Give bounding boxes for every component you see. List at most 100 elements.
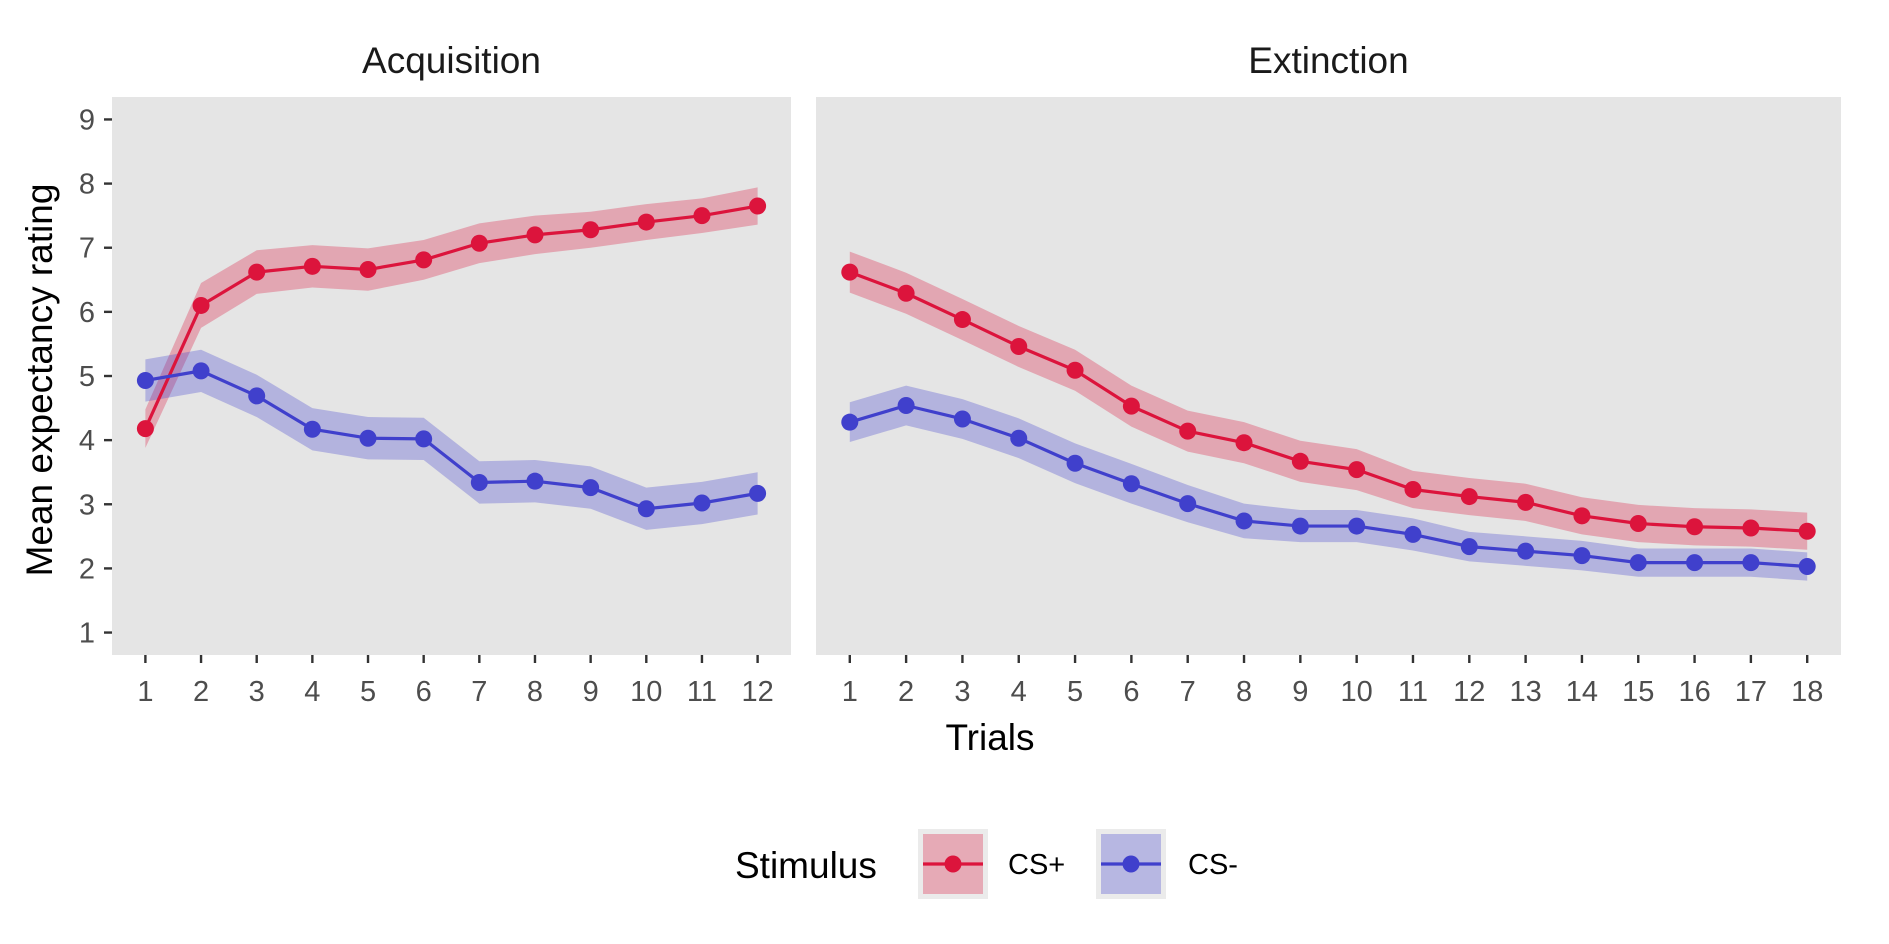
point-cs-plus (303, 257, 321, 275)
point-cs-minus (136, 371, 154, 389)
point-cs-minus (1010, 429, 1028, 447)
y-tick-label: 3 (79, 489, 95, 521)
point-cs-minus (1742, 554, 1760, 572)
point-cs-minus (953, 410, 971, 428)
point-cs-minus (1122, 475, 1140, 493)
point-cs-minus (1348, 517, 1366, 535)
point-cs-plus (637, 213, 655, 231)
x-tick-label: 12 (741, 676, 773, 708)
legend-label-cs-plus: CS+ (1008, 849, 1065, 881)
point-cs-plus (136, 420, 154, 438)
point-cs-plus (1460, 488, 1478, 506)
point-cs-plus (1235, 434, 1253, 452)
panel-title: Acquisition (362, 40, 541, 81)
x-tick-label: 9 (583, 676, 599, 708)
point-cs-plus (1179, 422, 1197, 440)
panel-background (112, 97, 791, 655)
point-cs-plus (1010, 337, 1028, 355)
y-axis-title: Mean expectancy rating (19, 184, 60, 577)
x-tick-label: 2 (193, 676, 209, 708)
point-cs-minus (359, 429, 377, 447)
point-cs-plus (841, 263, 859, 281)
point-cs-plus (749, 197, 767, 215)
legend-key-point (1122, 855, 1140, 873)
point-cs-minus (470, 473, 488, 491)
point-cs-plus (1517, 493, 1535, 511)
point-cs-minus (1573, 547, 1591, 565)
x-tick-label: 13 (1509, 676, 1541, 708)
x-tick-label: 15 (1622, 676, 1654, 708)
x-tick-label: 16 (1678, 676, 1710, 708)
x-tick-label: 14 (1566, 676, 1598, 708)
line-cs-plus (143, 204, 758, 430)
x-tick-label: 5 (1067, 676, 1083, 708)
point-cs-minus (1179, 495, 1197, 513)
legend-title: Stimulus (735, 845, 877, 886)
x-tick-label: 4 (1011, 676, 1027, 708)
point-cs-plus (248, 263, 266, 281)
x-tick-label: 3 (249, 676, 265, 708)
point-cs-minus (1798, 557, 1816, 575)
point-cs-plus (953, 311, 971, 329)
ribbon-cs-plus (145, 187, 758, 448)
point-cs-minus (749, 484, 767, 502)
point-cs-plus (1629, 515, 1647, 533)
point-cs-minus (637, 500, 655, 518)
x-tick-label: 18 (1791, 676, 1823, 708)
point-cs-minus (1291, 517, 1309, 535)
point-cs-minus (526, 472, 544, 490)
y-axis: 1 2 3 4 5 6 7 8 9 (79, 104, 112, 650)
point-cs-plus (1742, 519, 1760, 537)
y-tick-label: 5 (79, 361, 95, 393)
x-tick-label: 11 (687, 676, 717, 708)
point-cs-plus (359, 261, 377, 279)
point-cs-minus (248, 387, 266, 405)
point-cs-minus (1629, 554, 1647, 572)
x-tick-label: 8 (1236, 676, 1252, 708)
legend: Stimulus CS+ CS- (735, 829, 1238, 899)
point-cs-minus (1404, 525, 1422, 543)
ribbon-cs-plus (849, 251, 1808, 550)
point-cs-minus (582, 479, 600, 497)
point-cs-plus (693, 207, 711, 225)
point-cs-plus (1404, 481, 1422, 499)
x-tick-label: 6 (1123, 676, 1139, 708)
point-cs-plus (1122, 397, 1140, 415)
point-cs-minus (1460, 538, 1478, 556)
x-axis-title: Trials (945, 717, 1034, 758)
line-cs-plus (849, 270, 1808, 533)
x-tick-label: 10 (1341, 676, 1373, 708)
y-tick-label: 8 (79, 169, 95, 201)
point-cs-minus (303, 420, 321, 438)
legend-key-cs-minus (1096, 829, 1166, 899)
x-tick-label: 6 (416, 676, 432, 708)
point-cs-minus (1235, 512, 1253, 530)
x-tick-label: 4 (304, 676, 320, 708)
point-cs-minus (415, 430, 433, 448)
point-cs-minus (897, 397, 915, 415)
point-cs-plus (582, 221, 600, 239)
x-tick-label: 3 (954, 676, 970, 708)
legend-key-point (944, 855, 962, 873)
point-cs-minus (841, 413, 859, 431)
x-tick-label: 11 (1398, 676, 1428, 708)
y-tick-label: 1 (79, 618, 95, 650)
ribbon-cs-minus (145, 349, 758, 530)
point-cs-plus (1291, 452, 1309, 470)
y-tick-label: 7 (79, 233, 95, 265)
x-tick-label: 7 (471, 676, 487, 708)
point-cs-plus (1066, 361, 1084, 379)
line-cs-minus (145, 369, 758, 511)
point-cs-plus (470, 234, 488, 252)
legend-key-cs-plus (918, 829, 988, 899)
y-tick-label: 6 (79, 297, 95, 329)
x-tick-label: 9 (1292, 676, 1308, 708)
point-cs-minus (1066, 454, 1084, 472)
y-tick-label: 9 (79, 104, 95, 136)
point-cs-minus (1686, 554, 1704, 572)
x-tick-label: 8 (527, 676, 543, 708)
